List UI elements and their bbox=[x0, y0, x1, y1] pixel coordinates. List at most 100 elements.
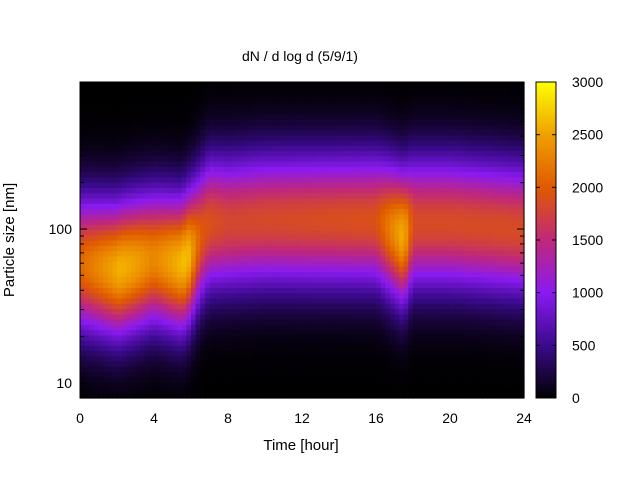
heatmap-cell bbox=[343, 361, 349, 367]
heatmap-cell bbox=[135, 340, 141, 346]
heatmap-cell bbox=[121, 329, 127, 336]
heatmap-cell bbox=[334, 355, 340, 362]
heatmap-cell bbox=[186, 113, 192, 120]
heatmap-cell bbox=[292, 118, 298, 125]
heatmap-cell bbox=[144, 118, 150, 125]
heatmap-cell bbox=[352, 245, 359, 252]
heatmap-cell bbox=[237, 319, 243, 325]
heatmap-cell bbox=[376, 334, 382, 341]
heatmap-cell bbox=[135, 82, 141, 88]
heatmap-cell bbox=[135, 292, 141, 299]
heatmap-cell bbox=[380, 261, 386, 267]
heatmap-cell bbox=[422, 108, 428, 115]
heatmap-cell bbox=[265, 261, 271, 267]
heatmap-cell bbox=[130, 113, 137, 120]
heatmap-cell bbox=[339, 87, 345, 94]
heatmap-cell bbox=[130, 376, 137, 383]
heatmap-cell bbox=[232, 97, 238, 104]
heatmap-cell bbox=[325, 218, 331, 225]
heatmap-cell bbox=[422, 250, 428, 257]
heatmap-cell bbox=[117, 308, 123, 315]
heatmap-cell bbox=[352, 340, 359, 346]
heatmap-cell bbox=[265, 276, 271, 283]
heatmap-cell bbox=[357, 187, 363, 194]
heatmap-cell bbox=[126, 371, 132, 378]
heatmap-cell bbox=[431, 118, 437, 125]
heatmap-cell bbox=[394, 197, 400, 204]
heatmap-cell bbox=[334, 182, 340, 188]
heatmap-cell bbox=[93, 250, 100, 257]
heatmap-cell bbox=[339, 229, 345, 236]
heatmap-cell bbox=[241, 103, 248, 109]
heatmap-cell bbox=[426, 329, 433, 336]
heatmap-cell bbox=[232, 218, 238, 225]
heatmap-cell bbox=[98, 271, 104, 278]
heatmap-cell bbox=[376, 303, 382, 310]
heatmap-cell bbox=[343, 150, 349, 157]
heatmap-cell bbox=[306, 392, 312, 399]
heatmap-cell bbox=[237, 224, 243, 231]
heatmap-cell bbox=[93, 192, 100, 199]
heatmap-cell bbox=[274, 376, 280, 383]
heatmap-cell bbox=[366, 182, 372, 188]
heatmap-cell bbox=[107, 113, 113, 120]
heatmap-cell bbox=[436, 313, 442, 320]
heatmap-cell bbox=[371, 155, 377, 162]
heatmap-cell bbox=[218, 292, 224, 299]
heatmap-cell bbox=[288, 161, 294, 167]
heatmap-cell bbox=[413, 282, 419, 288]
heatmap-cell bbox=[154, 382, 160, 389]
heatmap-cell bbox=[269, 229, 275, 236]
heatmap-cell bbox=[214, 176, 220, 183]
heatmap-cell bbox=[218, 387, 224, 394]
heatmap-cell bbox=[246, 255, 252, 262]
heatmap-cell bbox=[89, 145, 95, 152]
heatmap-cell bbox=[214, 382, 220, 389]
heatmap-cell bbox=[260, 303, 266, 310]
heatmap-cell bbox=[149, 145, 155, 152]
heatmap-cell bbox=[195, 319, 201, 325]
heatmap-cell bbox=[408, 376, 414, 383]
heatmap-cell bbox=[251, 139, 257, 146]
heatmap-cell bbox=[426, 350, 433, 357]
heatmap-cell bbox=[251, 155, 257, 162]
heatmap-cell bbox=[329, 108, 335, 115]
heatmap-cell bbox=[426, 361, 433, 367]
heatmap-cell bbox=[431, 334, 437, 341]
heatmap-cell bbox=[163, 82, 169, 88]
heatmap-cell bbox=[126, 103, 132, 109]
heatmap-cell bbox=[371, 340, 377, 346]
heatmap-cell bbox=[417, 261, 423, 267]
heatmap-cell bbox=[121, 234, 127, 241]
heatmap-cell bbox=[228, 229, 234, 236]
heatmap-cell bbox=[426, 218, 433, 225]
heatmap-cell bbox=[172, 308, 178, 315]
heatmap-cell bbox=[144, 97, 150, 104]
heatmap-cell bbox=[163, 324, 169, 331]
heatmap-cell bbox=[376, 87, 382, 94]
heatmap-cell bbox=[260, 113, 266, 120]
heatmap-cell bbox=[228, 350, 234, 357]
heatmap-cell bbox=[403, 255, 409, 262]
heatmap-cell bbox=[450, 324, 456, 331]
heatmap-cell bbox=[246, 145, 252, 152]
heatmap-cell bbox=[311, 297, 317, 304]
heatmap-cell bbox=[135, 182, 141, 188]
heatmap-cell bbox=[140, 245, 146, 252]
heatmap-cell bbox=[399, 139, 405, 146]
heatmap-cell bbox=[140, 145, 146, 152]
heatmap-cell bbox=[403, 261, 409, 267]
heatmap-cell bbox=[181, 308, 187, 315]
heatmap-cell bbox=[422, 245, 428, 252]
heatmap-cell bbox=[93, 371, 100, 378]
heatmap-cell bbox=[84, 134, 90, 141]
heatmap-cell bbox=[177, 103, 183, 109]
heatmap-cell bbox=[89, 355, 95, 362]
heatmap-cell bbox=[112, 334, 118, 341]
heatmap-cell bbox=[209, 282, 215, 288]
heatmap-cell bbox=[292, 87, 298, 94]
heatmap-cell bbox=[241, 197, 248, 204]
heatmap-cell bbox=[121, 197, 127, 204]
heatmap-cell bbox=[348, 266, 354, 273]
heatmap-cell bbox=[417, 329, 423, 336]
